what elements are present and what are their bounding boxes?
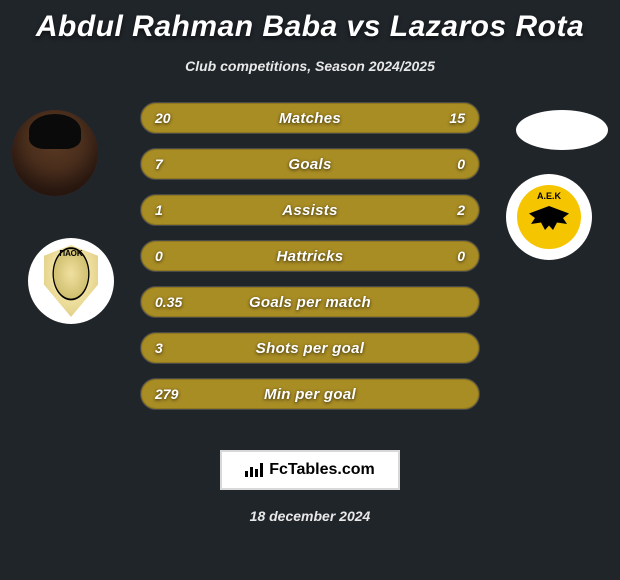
stat-label: Assists (282, 202, 337, 219)
stat-left-value: 7 (155, 149, 163, 179)
stat-row-hattricks: 0 Hattricks 0 (140, 240, 480, 272)
stat-row-goals: 7 Goals 0 (140, 148, 480, 180)
footer: FcTables.com 18 december 2024 (0, 450, 620, 580)
eagle-icon (529, 206, 569, 236)
subtitle: Club competitions, Season 2024/2025 (0, 58, 620, 74)
stat-left-value: 0.35 (155, 287, 182, 317)
stat-left-value: 3 (155, 333, 163, 363)
brand-badge: FcTables.com (220, 450, 400, 490)
page-title: Abdul Rahman Baba vs Lazaros Rota (0, 0, 620, 44)
club-right-logo: Α.Ε.Κ (506, 174, 592, 260)
stat-left-value: 1 (155, 195, 163, 225)
aek-text: Α.Ε.Κ (537, 191, 561, 201)
stat-row-goals-per-match: 0.35 Goals per match (140, 286, 480, 318)
stat-label: Goals (288, 156, 331, 173)
paok-crest-icon (41, 245, 101, 317)
stat-right-value: 2 (457, 195, 465, 225)
stat-row-shots-per-goal: 3 Shots per goal (140, 332, 480, 364)
date-text: 18 december 2024 (250, 508, 371, 524)
player-left-avatar (12, 110, 98, 196)
brand-text: FcTables.com (269, 461, 375, 479)
stat-label: Shots per goal (256, 340, 364, 357)
club-left-logo (28, 238, 114, 324)
stat-left-value: 279 (155, 379, 178, 409)
aek-crest-icon: Α.Ε.Κ (517, 185, 581, 249)
stat-label: Goals per match (249, 294, 371, 311)
stat-label: Hattricks (277, 248, 344, 265)
stat-left-value: 0 (155, 241, 163, 271)
stat-right-value: 0 (457, 241, 465, 271)
stat-right-value: 0 (457, 149, 465, 179)
stat-right-value: 15 (449, 103, 465, 133)
stat-row-assists: 1 Assists 2 (140, 194, 480, 226)
stat-label: Matches (279, 110, 341, 127)
stat-bars: 20 Matches 15 7 Goals 0 1 Assists 2 0 Ha… (140, 102, 480, 424)
stat-row-min-per-goal: 279 Min per goal (140, 378, 480, 410)
bar-chart-icon (245, 463, 263, 477)
comparison-panel: Α.Ε.Κ 20 Matches 15 7 Goals 0 1 Assists … (0, 102, 620, 432)
stat-label: Min per goal (264, 386, 356, 403)
stat-left-value: 20 (155, 103, 171, 133)
player-right-avatar (516, 110, 608, 150)
stat-row-matches: 20 Matches 15 (140, 102, 480, 134)
face-placeholder-icon (12, 110, 98, 196)
